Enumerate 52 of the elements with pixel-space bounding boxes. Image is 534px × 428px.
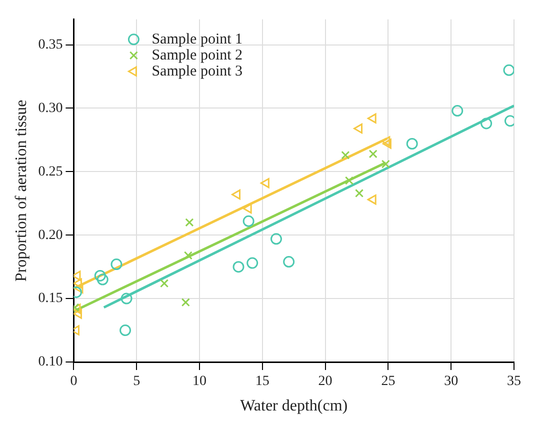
x-tick-label: 20 <box>318 374 332 390</box>
y-tick-label: 0.10 <box>38 354 63 370</box>
x-tick-label: 0 <box>70 374 78 390</box>
point <box>368 150 378 158</box>
x-tick-label: 25 <box>381 374 396 390</box>
x-axis-title: Water depth(cm) <box>240 398 348 415</box>
y-axis-title: Proportion of aeration tissue <box>12 100 30 282</box>
point <box>120 324 132 336</box>
point <box>120 292 132 304</box>
point <box>242 215 254 227</box>
point <box>231 189 240 200</box>
y-tick-label: 0.35 <box>38 37 63 52</box>
y-tick-label: 0.20 <box>38 228 63 243</box>
point <box>232 261 244 273</box>
x-tick-label: 5 <box>133 374 140 390</box>
point <box>503 64 514 76</box>
y-tick-label: 0.25 <box>38 164 63 180</box>
point <box>242 203 252 214</box>
x-tick-label: 10 <box>192 374 206 390</box>
point <box>381 136 390 146</box>
point <box>96 274 108 286</box>
legend-label: Sample point 2 <box>152 47 243 64</box>
point <box>110 258 122 270</box>
legend-label: Sample point 3 <box>152 63 243 80</box>
point <box>246 257 258 269</box>
y-tick-label: 0.15 <box>38 291 63 306</box>
x-tick-label: 35 <box>507 374 521 390</box>
x-tick-label: 15 <box>255 374 270 390</box>
point <box>367 113 376 124</box>
point <box>354 123 363 134</box>
point <box>74 278 82 288</box>
point <box>283 256 295 268</box>
point <box>354 188 364 198</box>
point <box>181 298 190 307</box>
point <box>452 105 464 117</box>
point <box>341 150 350 160</box>
point <box>270 233 282 245</box>
point <box>344 176 354 185</box>
point <box>260 178 270 188</box>
point <box>94 270 106 282</box>
x-tick-label: 30 <box>444 374 458 390</box>
legend-label: Sample point 1 <box>152 31 243 48</box>
point <box>382 138 392 149</box>
point <box>185 218 194 227</box>
y-tick-label: 0.30 <box>38 100 63 116</box>
point <box>160 279 169 288</box>
point <box>480 118 492 130</box>
point <box>74 308 82 319</box>
point <box>184 251 192 260</box>
point <box>367 194 376 205</box>
point <box>381 160 390 168</box>
point <box>406 138 418 150</box>
